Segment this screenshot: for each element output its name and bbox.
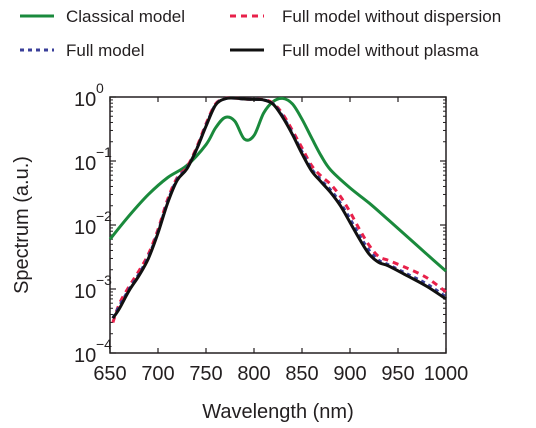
x-tick-label: 750 [189, 363, 222, 385]
x-tick-label: 1000 [424, 363, 469, 385]
y-tick-label: 10−2 [74, 208, 112, 239]
y-tick-label: 10−4 [74, 336, 112, 367]
series-lines [108, 96, 447, 323]
y-tick-label-base: 10 [74, 153, 96, 175]
legend-entry-no-plasma: Full model without plasma [230, 41, 479, 60]
plot-area [109, 96, 447, 354]
y-tick-label-base: 10 [74, 217, 96, 239]
legend-label-no-dispersion: Full model without dispersion [282, 7, 501, 26]
legend-label-classical: Classical model [66, 7, 185, 26]
y-tick-label: 100 [74, 80, 104, 111]
y-tick-label-exponent: −3 [96, 272, 112, 288]
y-tick-label: 10−1 [74, 144, 112, 175]
legend-label-no-plasma: Full model without plasma [282, 41, 479, 60]
x-tick-label: 700 [141, 363, 174, 385]
x-axis-label: Wavelength (nm) [202, 401, 354, 423]
y-tick-label-base: 10 [74, 281, 96, 303]
y-tick-label-base: 10 [74, 345, 96, 367]
x-tick-label: 800 [237, 363, 270, 385]
x-tick-label: 650 [93, 363, 126, 385]
legend-entry-no-dispersion: Full model without dispersion [230, 7, 501, 26]
x-tick-label: 850 [285, 363, 318, 385]
y-tick-label-exponent: −2 [96, 208, 112, 224]
x-tick-label: 950 [381, 363, 414, 385]
x-tick-label: 900 [333, 363, 366, 385]
y-tick-label: 10−3 [74, 272, 112, 303]
legend-entry-full-model: Full model [20, 41, 144, 60]
y-tick-label-exponent: −4 [96, 336, 112, 352]
series-full-model-without-plasma [111, 96, 447, 320]
y-axis-label: Spectrum (a.u.) [11, 156, 33, 294]
y-tick-label-exponent: 0 [96, 80, 104, 96]
tick-labels: 650 700 750 800 850 900 950 100010010−110−210−3… [74, 80, 468, 385]
legend: Classical model Full model Full model wi… [20, 7, 501, 60]
legend-entry-classical: Classical model [20, 7, 185, 26]
legend-label-full-model: Full model [66, 41, 144, 60]
y-tick-label-exponent: −1 [96, 144, 112, 160]
y-tick-label-base: 10 [74, 89, 96, 111]
